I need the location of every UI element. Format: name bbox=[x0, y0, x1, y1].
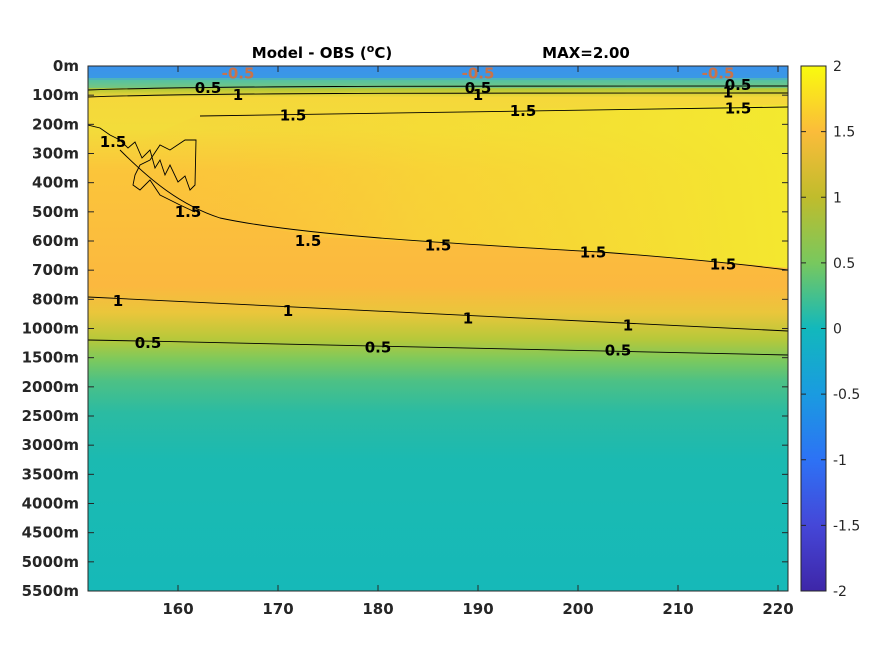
colorbar: 2 1.5 1 0.5 0 -0.5 -1 -1.5 -2 bbox=[800, 59, 860, 600]
y-tick-label: 800m bbox=[32, 290, 79, 308]
contour-label: 1.5 bbox=[425, 236, 452, 254]
contour-label: 1 bbox=[463, 309, 473, 327]
contour-label: 0.5 bbox=[725, 76, 752, 94]
x-tick-label: 180 bbox=[362, 600, 393, 618]
y-tick-label: 600m bbox=[32, 232, 79, 250]
contour-label: 0.5 bbox=[605, 341, 632, 359]
plot-area: -0.5 -0.5 -0.50.5 1 0.510.511.5 1.5 1.51.51.5 1… bbox=[88, 64, 788, 591]
colorbar-tick-label: 2 bbox=[833, 59, 842, 75]
title-unit-sup: o bbox=[367, 42, 375, 55]
x-tick-label: 210 bbox=[662, 600, 693, 618]
y-axis: 0m 100m 200m 300m 400m 500m 600m 700m 800m 1000m 1… bbox=[22, 57, 788, 600]
contour-lines bbox=[88, 85, 788, 356]
contour-label: 1 bbox=[113, 292, 123, 310]
contour-line-0.5-lower bbox=[88, 339, 788, 356]
contour-label: 1 bbox=[623, 317, 633, 335]
contour-label: 1.5 bbox=[295, 232, 322, 250]
colorbar-tick-label: 1 bbox=[833, 190, 842, 206]
contour-label: 1 bbox=[283, 302, 293, 320]
colorbar-tick-label: -0.5 bbox=[833, 387, 860, 403]
contour-label: 0.5 bbox=[195, 79, 222, 97]
colorbar-tick-label: -1.5 bbox=[833, 518, 860, 534]
contour-line-1-lower bbox=[88, 296, 788, 332]
colorbar-tick-label: -1 bbox=[833, 453, 847, 469]
y-tick-label: 5000m bbox=[22, 553, 79, 571]
y-tick-label: 200m bbox=[32, 115, 79, 133]
contour-noise-patch bbox=[88, 124, 197, 213]
y-tick-label: 1000m bbox=[22, 320, 79, 338]
x-tick-label: 170 bbox=[262, 600, 293, 618]
surface-band bbox=[88, 66, 788, 80]
contour-label: 0.5 bbox=[135, 334, 162, 352]
contour-label: 1.5 bbox=[725, 99, 752, 117]
warm-tongue bbox=[120, 105, 788, 268]
y-tick-label: 100m bbox=[32, 86, 79, 104]
contour-line-0.5-upper bbox=[88, 85, 788, 91]
contour-label: 1.5 bbox=[580, 244, 607, 262]
contour-line-1.5-lower bbox=[119, 149, 788, 271]
y-tick-label: 1500m bbox=[22, 349, 79, 367]
contour-label: 1 bbox=[723, 83, 733, 101]
colorbar-ticks: 2 1.5 1 0.5 0 -0.5 -1 -1.5 -2 bbox=[801, 59, 860, 600]
contour-line-1-upper bbox=[88, 92, 788, 98]
contour-label: 1.5 bbox=[175, 203, 202, 221]
chart-title: Model - OBS (oC) bbox=[252, 42, 392, 62]
title-unit-end: C) bbox=[374, 44, 392, 62]
surface-band-2 bbox=[88, 78, 788, 88]
contour-label: 1 bbox=[473, 86, 483, 104]
contour-label: -0.5 bbox=[222, 64, 255, 82]
x-tick-label: 160 bbox=[162, 600, 193, 618]
contour-label: -0.5 bbox=[702, 64, 735, 82]
x-axis: 160 170 180 190 200 210 220 bbox=[162, 66, 794, 618]
contour-label: 1 bbox=[233, 86, 243, 104]
y-tick-label: 2000m bbox=[22, 378, 79, 396]
y-tick-label: 2500m bbox=[22, 407, 79, 425]
y-tick-label: 700m bbox=[32, 261, 79, 279]
y-tick-label: 300m bbox=[32, 145, 79, 163]
contour-label: 1.5 bbox=[100, 133, 127, 151]
max-label: MAX=2.00 bbox=[542, 44, 630, 62]
x-tick-label: 200 bbox=[562, 600, 593, 618]
y-tick-label: 5500m bbox=[22, 582, 79, 600]
y-tick-label: 3500m bbox=[22, 465, 79, 483]
x-tick-label: 190 bbox=[462, 600, 493, 618]
contour-label: 0.5 bbox=[465, 79, 492, 97]
y-tick-label: 0m bbox=[53, 57, 79, 75]
contour-label: 1.5 bbox=[280, 107, 307, 125]
contour-label: 0.5 bbox=[365, 338, 392, 356]
x-tick-label: 220 bbox=[762, 600, 793, 618]
colorbar-tick-label: 0.5 bbox=[833, 256, 855, 272]
y-tick-label: 4500m bbox=[22, 524, 79, 542]
contour-label: 1.5 bbox=[510, 102, 537, 120]
colorbar-tick-label: 0 bbox=[833, 322, 842, 338]
colorbar-tick-label: -2 bbox=[833, 584, 847, 600]
contour-label: 1.5 bbox=[710, 255, 737, 273]
colorbar-tick-label: 1.5 bbox=[833, 125, 855, 141]
y-tick-label: 3000m bbox=[22, 436, 79, 454]
y-tick-label: 4000m bbox=[22, 495, 79, 513]
y-tick-label: 500m bbox=[32, 203, 79, 221]
contour-labels: -0.5 -0.5 -0.50.5 1 0.510.511.5 1.5 1.51.51.5 1… bbox=[100, 64, 752, 359]
contour-label: -0.5 bbox=[462, 64, 495, 82]
y-tick-label: 400m bbox=[32, 174, 79, 192]
